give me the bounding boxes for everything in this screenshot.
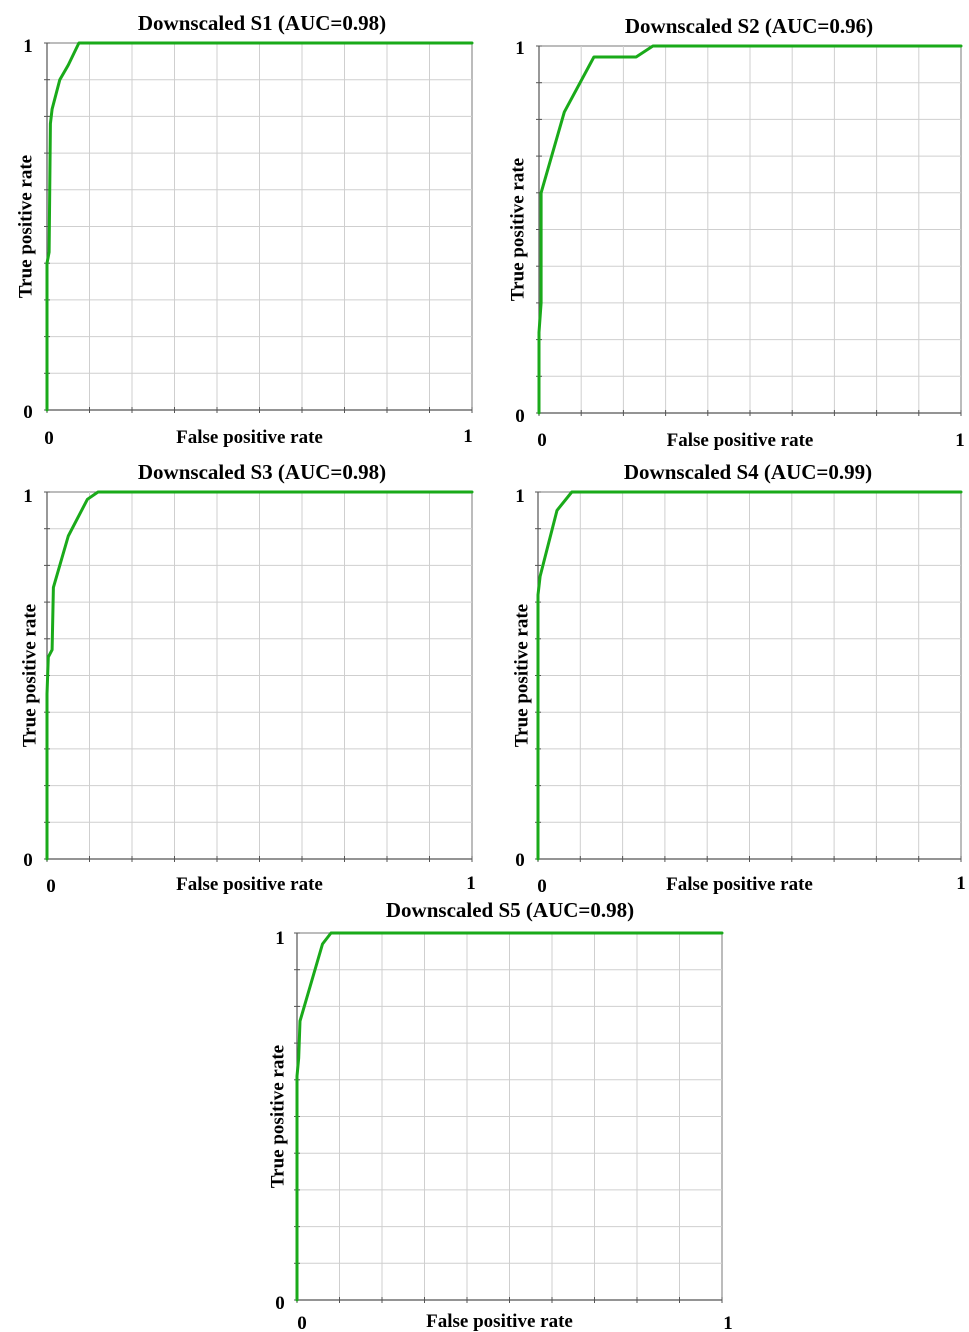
x-tick-label-0: 0 <box>537 430 547 451</box>
y-axis-label: True positive rate <box>268 1045 289 1188</box>
y-tick-label-0: 0 <box>23 402 33 423</box>
y-axis-label: True positive rate <box>20 604 41 747</box>
x-axis-label: False positive rate <box>666 874 813 895</box>
y-axis-label: True positive rate <box>512 604 533 747</box>
x-tick-label-1: 1 <box>956 873 966 894</box>
roc-curve-line <box>45 490 474 861</box>
x-axis-label: False positive rate <box>667 430 814 451</box>
y-axis-label: True positive rate <box>16 155 37 298</box>
y-tick-label-1: 1 <box>515 486 525 507</box>
roc-curve-line <box>295 931 724 1302</box>
y-tick-label-1: 1 <box>23 486 33 507</box>
x-tick-label-1: 1 <box>723 1313 733 1332</box>
x-tick-label-0: 0 <box>297 1313 307 1332</box>
y-tick-label-0: 0 <box>23 850 33 871</box>
y-tick-label-1: 1 <box>515 38 525 59</box>
y-tick-label-0: 0 <box>275 1293 285 1314</box>
x-tick-label-1: 1 <box>463 426 473 447</box>
chart-title: Downscaled S4 (AUC=0.99) <box>624 460 872 484</box>
x-tick-label-1: 1 <box>955 430 965 451</box>
roc-panel-s1: Downscaled S1 (AUC=0.98) False positive r… <box>16 11 474 449</box>
roc-panel-s3: Downscaled S3 (AUC=0.98) False positive r… <box>20 460 476 897</box>
x-tick-label-0: 0 <box>46 876 56 897</box>
chart-title: Downscaled S2 (AUC=0.96) <box>625 14 873 38</box>
chart-title: Downscaled S5 (AUC=0.98) <box>386 898 634 922</box>
roc-curve-line <box>45 41 474 412</box>
y-axis-label: True positive rate <box>508 158 529 301</box>
x-axis-label: False positive rate <box>176 427 323 448</box>
y-tick-label-0: 0 <box>515 850 525 871</box>
roc-panel-s2: Downscaled S2 (AUC=0.96) False positive r… <box>508 14 965 451</box>
x-tick-label-0: 0 <box>44 428 54 449</box>
roc-panel-s4: Downscaled S4 (AUC=0.99) False positive r… <box>512 460 966 897</box>
chart-title: Downscaled S1 (AUC=0.98) <box>138 11 386 35</box>
y-tick-label-1: 1 <box>275 928 285 949</box>
x-axis-label: False positive rate <box>176 874 323 895</box>
chart-title: Downscaled S3 (AUC=0.98) <box>138 460 386 484</box>
x-axis-label: False positive rate <box>426 1311 573 1332</box>
roc-curve-line <box>536 490 963 861</box>
x-tick-label-0: 0 <box>537 876 547 897</box>
y-tick-label-0: 0 <box>515 406 525 427</box>
y-tick-label-1: 1 <box>23 36 33 57</box>
roc-curve-line <box>537 44 963 415</box>
x-tick-label-1: 1 <box>466 873 476 894</box>
roc-panel-s5: Downscaled S5 (AUC=0.98) False positive r… <box>268 898 733 1332</box>
